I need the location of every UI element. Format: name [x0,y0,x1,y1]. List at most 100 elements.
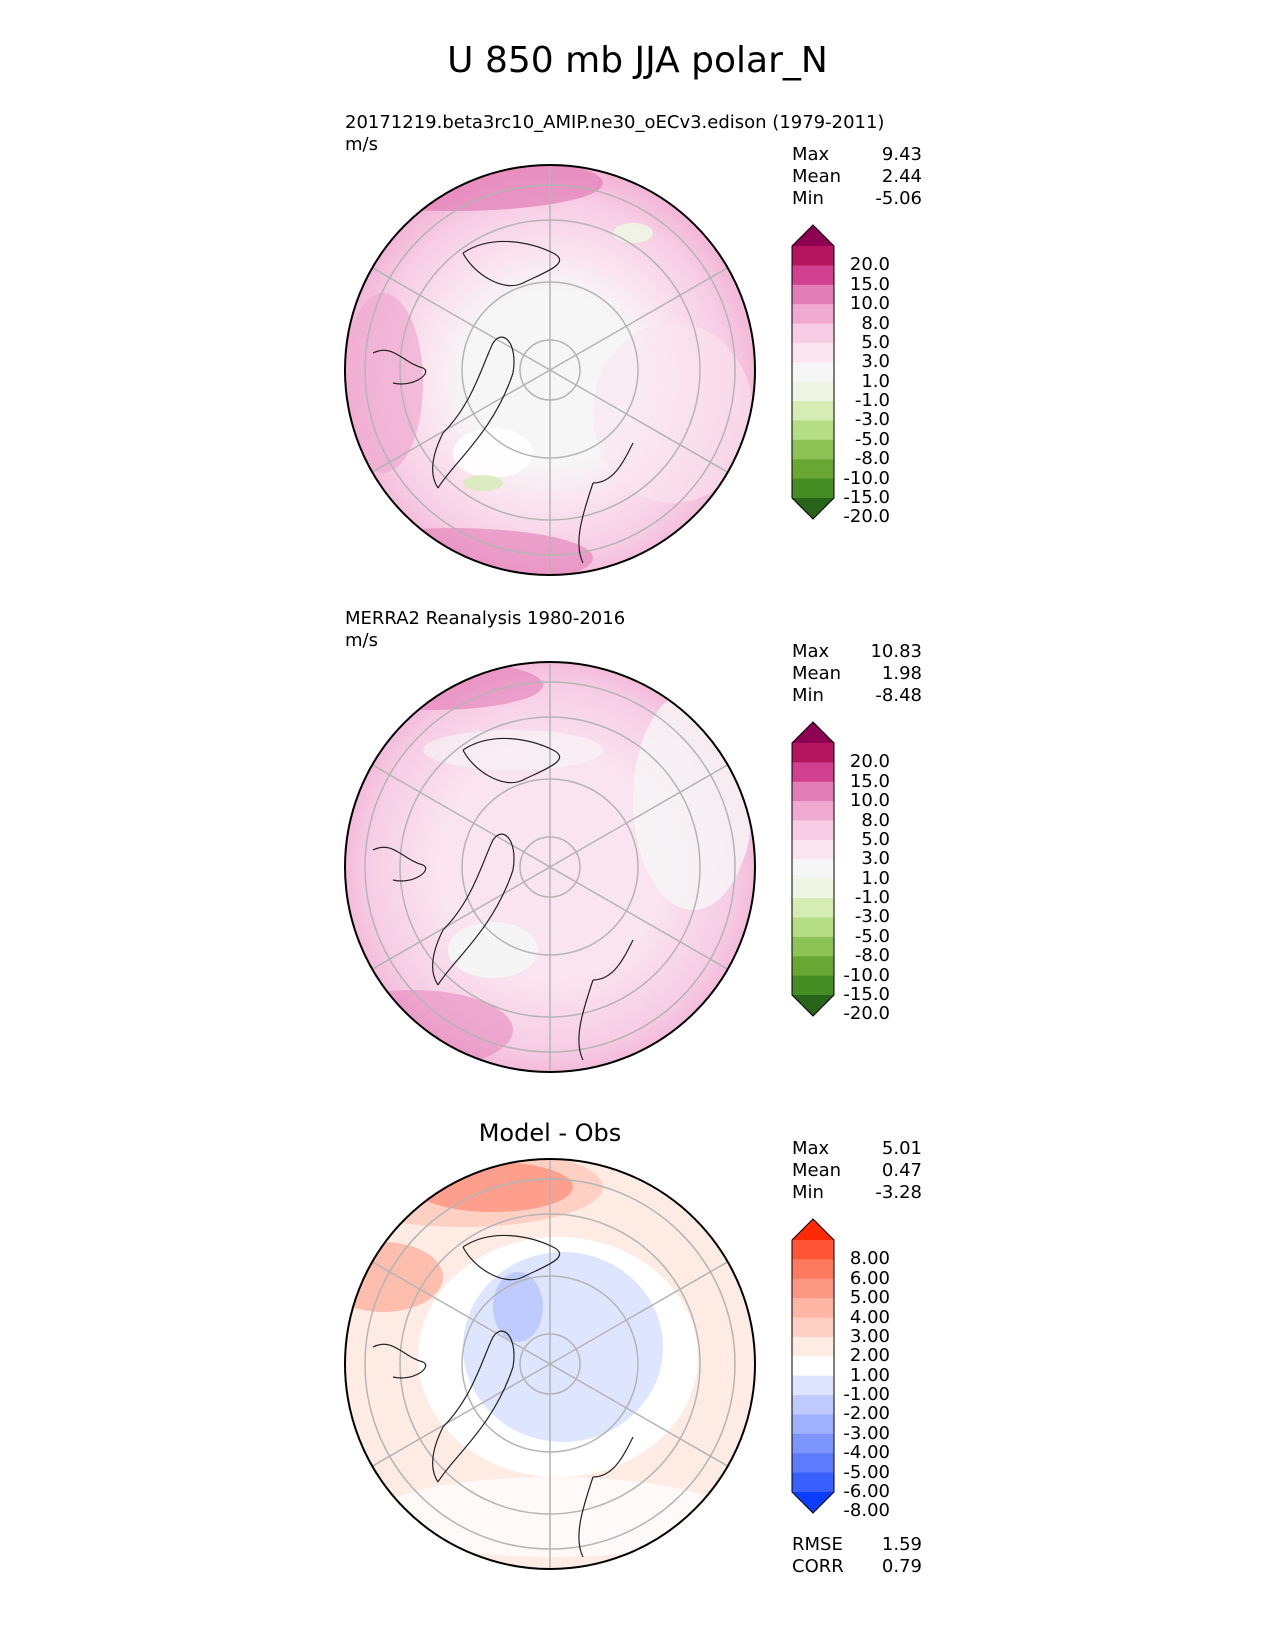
colorbar-tick-label: 8.00 [849,1248,890,1270]
field-blob [453,428,533,478]
colorbar-segment [792,246,834,266]
colorbar-segment [792,304,834,325]
colorbar-outline [791,1218,835,1514]
colorbar-tick-label: 5.0 [861,331,890,353]
colorbar-segment [792,801,834,822]
colorbar-segment [792,1375,834,1396]
colorbar-tick-label: 20.0 [849,751,890,773]
panel-1-stats: Max 9.43 Mean 2.44 Min -5.06 [792,144,922,210]
colorbar-segment [792,1472,834,1493]
colorbar-tick-label: -4.00 [843,1442,890,1464]
stat-row-max: Max 10.83 [792,641,922,662]
field-blob [448,922,538,978]
coastlines [372,737,634,1061]
colorbar-tick-label: -8.0 [854,945,890,967]
colorbar-segment [792,478,834,499]
panel-3-map [344,1158,756,1570]
colorbar-segment [792,323,834,344]
colorbar-outline [791,224,835,520]
colorbar-segment [792,265,834,286]
panel-1-label: 20171219.beta3rc10_AMIP.ne30_oECv3.ediso… [345,112,885,133]
stat-row-min: Min -5.06 [792,188,922,209]
colorbar-tick-label: -20.0 [843,1003,890,1025]
colorbar-tick-label: -3.0 [854,906,890,928]
colorbar-tick-label: -1.0 [854,887,890,909]
colorbar-tick-label: 4.00 [849,1306,890,1328]
colorbar-tick-label: 3.00 [849,1325,890,1347]
stat-row-rmse: RMSE 1.59 [792,1534,922,1555]
stat-row-mean: Mean 0.47 [792,1160,922,1181]
colorbar-tick-label: 20.0 [849,254,890,276]
colorbar-segment [792,898,834,918]
colorbar-extend-min [792,498,834,519]
coastlines [372,240,634,564]
colorbar-segment [792,975,834,996]
panel-1-units: m/s [345,134,378,155]
colorbar-tick-label: -1.00 [843,1384,890,1406]
coastlines [372,1234,634,1558]
field-blob [373,1477,733,1557]
graticule [345,1159,755,1569]
colorbar-tick-label: 10.0 [849,790,890,812]
colorbar-tick-label: 1.0 [861,370,890,392]
colorbar-segment [792,342,834,363]
colorbar-tick-label: -5.00 [843,1461,890,1483]
colorbar-tick-label: -10.0 [843,467,890,489]
colorbar-segment [792,859,834,880]
colorbar-segment [792,1259,834,1280]
stat-row-corr: CORR 0.79 [792,1556,922,1577]
colorbar-segment [792,820,834,841]
colorbar-segment [792,878,834,899]
colorbar-segment [792,762,834,783]
colorbar-segment [792,743,834,763]
colorbar-extend-max [792,722,834,743]
panel-1-header: 20171219.beta3rc10_AMIP.ne30_oECv3.ediso… [345,112,884,156]
panel-2-stats: Max 10.83 Mean 1.98 Min -8.48 [792,641,922,707]
colorbar-extend-max [792,1219,834,1240]
colorbar-segment [792,1433,834,1454]
colorbar-segment [792,1336,834,1357]
colorbar-tick-label: -6.00 [843,1481,890,1502]
colorbar-segment [792,420,834,441]
graticule [345,165,755,575]
panel-2-colorbar-labels: 20.0 15.0 10.0 8.0 5.0 3.0 1.0 -1.0 -3.0 -5.0 -8.0… [838,721,890,1023]
colorbar-segment [792,1317,834,1338]
colorbar-segment [792,1414,834,1435]
colorbar-tick-label: 3.0 [861,848,890,870]
panel-2-label: MERRA2 Reanalysis 1980-2016 [345,608,626,629]
field-blob [493,1272,543,1342]
colorbar-tick-label: 5.0 [861,828,890,850]
colorbar-tick-label: -5.0 [854,925,890,947]
colorbar-segment [792,1395,834,1415]
colorbar-tick-label: -10.0 [843,964,890,986]
colorbar-tick-label: 1.0 [861,867,890,889]
colorbar-tick-label: 6.00 [849,1267,890,1289]
panel-1-colorbar [791,224,835,520]
panel-3-extra-stats: RMSE 1.59 CORR 0.79 [792,1534,922,1578]
field-blob [413,1162,573,1212]
colorbar-tick-label: -15.0 [843,487,890,508]
stat-row-mean: Mean 1.98 [792,663,922,684]
colorbar-segment [792,401,834,421]
graticule [345,662,755,1072]
colorbar-tick-label: -3.00 [843,1422,890,1444]
colorbar-segment [792,381,834,402]
colorbar-outline [791,721,835,1017]
colorbar-segment [792,284,834,305]
colorbar-segment [792,1240,834,1260]
colorbar-extend-min [792,1492,834,1513]
figure-title: U 850 mb JJA polar_N [447,40,828,81]
colorbar-tick-label: -1.0 [854,390,890,412]
stat-row-mean: Mean 2.44 [792,166,922,187]
colorbar-segment [792,936,834,957]
colorbar-segment [792,839,834,860]
colorbar-tick-label: 2.00 [849,1345,890,1367]
colorbar-segment [792,1453,834,1474]
map-border [344,1158,756,1570]
colorbar-extend-max [792,225,834,246]
panel-3-label: Model - Obs [478,1119,622,1147]
colorbar-tick-label: -8.00 [843,1500,890,1522]
panel-2-colorbar [791,721,835,1017]
colorbar-segment [792,781,834,802]
colorbar-tick-label: 15.0 [849,770,890,792]
